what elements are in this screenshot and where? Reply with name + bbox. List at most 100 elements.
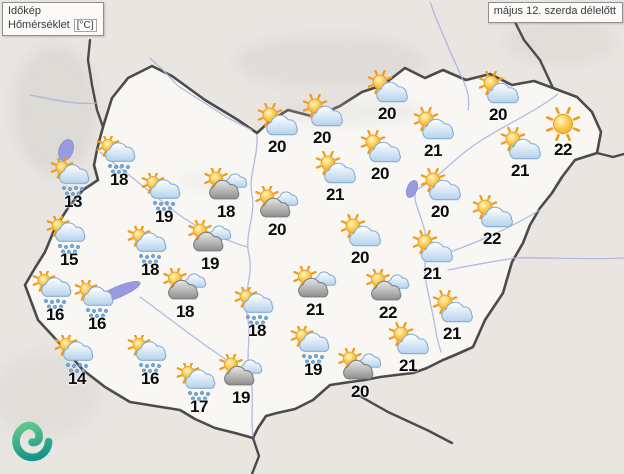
date-label: május 12. szerda délelőtt (493, 5, 616, 17)
sun-cloud-icon (429, 290, 475, 328)
weather-station: 20 (332, 348, 388, 402)
weather-station: 20 (249, 186, 305, 240)
weather-station: 22 (360, 269, 416, 323)
layer-row: Hőmérséklet [°C] (8, 18, 97, 33)
temperature-label: 21 (443, 324, 461, 343)
weather-station: 22 (535, 106, 591, 160)
sun-cloud-rain-icon (32, 271, 78, 309)
weather-station: 19 (182, 220, 238, 274)
temperature-label: 21 (399, 356, 417, 375)
temperature-label: 20 (313, 128, 331, 147)
weather-station: 21 (287, 266, 343, 320)
temperature-label: 19 (304, 360, 322, 379)
temperature-label: 20 (489, 105, 507, 124)
sun-cloud-icon (299, 94, 345, 132)
temperature-label: 18 (248, 321, 266, 340)
temperature-label: 21 (511, 161, 529, 180)
weather-station: 16 (122, 335, 178, 389)
weather-station: 21 (380, 322, 436, 376)
country-borders (86, 18, 624, 474)
sun-gray-cloud-icon (218, 354, 264, 392)
temperature-label: 20 (371, 164, 389, 183)
weather-station: 19 (285, 326, 341, 380)
temperature-label: 18 (176, 302, 194, 321)
temperature-label: 16 (88, 314, 106, 333)
sun-cloud-rain-icon (46, 216, 92, 254)
weather-station: 20 (249, 103, 305, 157)
temperature-label: 22 (483, 229, 501, 248)
weather-station: 14 (49, 335, 105, 389)
weather-station: 18 (229, 287, 285, 341)
app-name: Időkép (8, 5, 42, 17)
sun-cloud-icon (475, 71, 521, 109)
temperature-label: 22 (554, 140, 572, 159)
temperature-label: 20 (378, 104, 396, 123)
weather-station: 20 (332, 214, 388, 268)
sun-cloud-rain-icon (234, 287, 280, 325)
unit-label: [°C] (73, 18, 97, 32)
date-box: május 12. szerda délelőtt (487, 2, 623, 23)
weather-station: 21 (307, 151, 363, 205)
temperature-label: 20 (268, 137, 286, 156)
sun-cloud-rain-icon (54, 335, 100, 373)
temperature-label: 19 (232, 388, 250, 407)
sun-cloud-rain-icon (141, 173, 187, 211)
sun-gray-cloud-icon (254, 186, 300, 224)
sun-cloud-rain-icon (127, 335, 173, 373)
weather-station: 19 (213, 354, 269, 408)
sun-icon (540, 106, 586, 144)
sun-cloud-icon (312, 151, 358, 189)
weather-station: 18 (91, 136, 147, 190)
weather-station: 20 (352, 130, 408, 184)
weather-station: 21 (404, 230, 460, 284)
idokep-spiral-logo-icon (12, 421, 53, 462)
weather-station: 19 (136, 173, 192, 227)
sun-cloud-icon (410, 107, 456, 145)
sun-gray-cloud-icon (365, 269, 411, 307)
layer-name: Hőmérséklet (8, 18, 70, 31)
weather-station: 18 (122, 226, 178, 280)
weather-station: 21 (405, 107, 461, 161)
weather-station: 22 (464, 195, 520, 249)
temperature-label: 21 (424, 141, 442, 160)
weather-station: 15 (41, 216, 97, 270)
temperature-label: 20 (351, 248, 369, 267)
weather-station: 20 (359, 70, 415, 124)
weather-station: 20 (294, 94, 350, 148)
sun-cloud-icon (337, 214, 383, 252)
temperature-label: 18 (217, 202, 235, 221)
sun-cloud-rain-icon (96, 136, 142, 174)
weather-station: 18 (157, 268, 213, 322)
sun-cloud-rain-icon (50, 158, 96, 196)
weather-station: 16 (69, 280, 125, 334)
sun-gray-cloud-icon (337, 348, 383, 386)
temperature-label: 18 (110, 170, 128, 189)
sun-cloud-icon (357, 130, 403, 168)
weather-station: 21 (424, 290, 480, 344)
sun-cloud-rain-icon (74, 280, 120, 318)
weather-station: 17 (171, 363, 227, 417)
legend-box: Időkép Hőmérséklet [°C] (2, 2, 104, 36)
sun-cloud-rain-icon (127, 226, 173, 264)
sun-cloud-icon (409, 230, 455, 268)
temperature-label: 16 (141, 369, 159, 388)
weather-station: 20 (470, 71, 526, 125)
sun-cloud-icon (497, 127, 543, 165)
temperature-label: 21 (306, 300, 324, 319)
sun-gray-cloud-icon (292, 266, 338, 304)
temperature-label: 17 (190, 397, 208, 416)
sun-cloud-rain-icon (290, 326, 336, 364)
temperature-label: 22 (379, 303, 397, 322)
sun-gray-cloud-icon (187, 220, 233, 258)
temperature-label: 20 (351, 382, 369, 401)
sun-cloud-icon (385, 322, 431, 360)
weather-station: 20 (412, 168, 468, 222)
weather-station: 16 (27, 271, 83, 325)
sun-gray-cloud-icon (203, 168, 249, 206)
terrain-shading (0, 20, 615, 437)
temperature-label: 19 (155, 207, 173, 226)
temperature-label: 14 (68, 369, 86, 388)
temperature-label: 20 (431, 202, 449, 221)
weather-station: 21 (492, 127, 548, 181)
